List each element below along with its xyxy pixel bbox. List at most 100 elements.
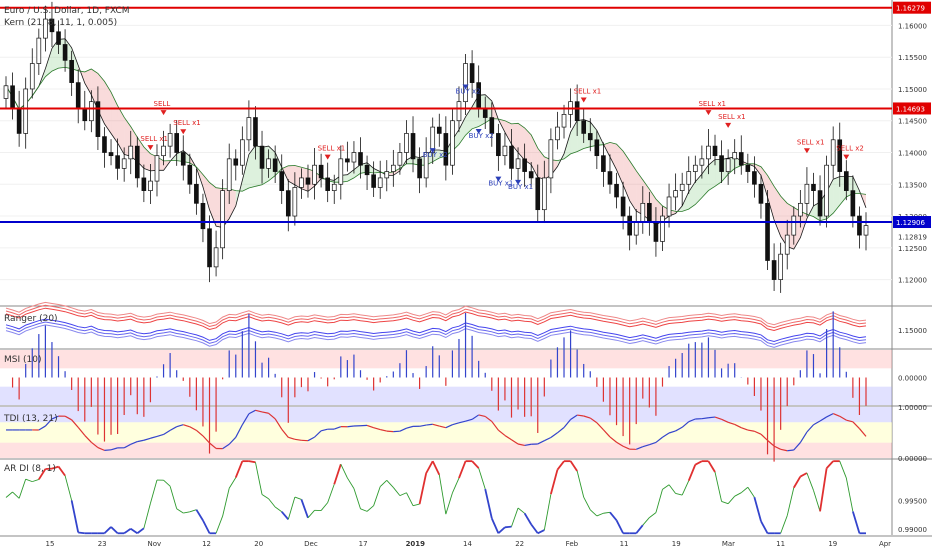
candle-body <box>43 18 48 39</box>
tdi-line-segment <box>439 425 446 429</box>
ardi-line-segment <box>603 511 611 514</box>
range-lower-line <box>5 321 867 345</box>
tdi-line-segment <box>563 419 572 428</box>
ardi-line-segment <box>406 492 414 506</box>
buy-arrow <box>515 179 522 185</box>
ardi-line-segment <box>38 468 47 480</box>
ardi-line-segment <box>110 526 119 534</box>
candle-body <box>23 88 29 134</box>
sell-signal-label: SELL x1 <box>718 113 746 121</box>
ardi-line-segment <box>681 480 690 496</box>
panel-ardi <box>0 460 892 535</box>
candle-body <box>174 133 180 153</box>
candle-body <box>522 158 527 172</box>
buy-signal-label: BUY x2 <box>469 132 494 140</box>
candle-body <box>489 117 495 134</box>
candle-body <box>548 139 554 179</box>
tdi-line-segment <box>858 428 867 437</box>
ardi-line-segment <box>176 508 184 514</box>
buy-signal-label: BUY x1 <box>508 183 533 191</box>
kern-band-segment <box>288 165 295 185</box>
ardi-line-segment <box>445 492 453 515</box>
tdi-line-segment <box>130 441 138 445</box>
x-tick-label: 11 <box>620 540 629 548</box>
candle-body <box>436 126 442 134</box>
tdi-line-segment <box>708 416 716 419</box>
tdi-line-segment <box>255 409 263 413</box>
tdi-line-segment <box>274 418 283 430</box>
tdi-line-segment <box>347 425 355 428</box>
tdi-line-segment <box>826 413 834 418</box>
tdi-line-segment <box>668 430 676 434</box>
tdi-line-segment <box>143 437 151 441</box>
tdi-line-segment <box>51 415 59 420</box>
x-tick-label: Dec <box>304 540 318 548</box>
kern-band-segment <box>248 145 256 189</box>
kern-band-segment <box>51 39 59 72</box>
candle-body <box>496 133 501 157</box>
candle-body <box>601 155 606 172</box>
candle-body <box>830 139 836 166</box>
tdi-line-segment <box>596 422 604 431</box>
buy-signal-label: BUY x2 <box>456 88 481 96</box>
price-tag-label: 1.16279 <box>896 5 925 13</box>
ardi-line-segment <box>813 490 821 512</box>
tdi-line-segment <box>497 429 506 436</box>
tdi-line-segment <box>832 413 840 417</box>
tdi-line-segment <box>235 424 243 438</box>
candle-body <box>752 171 757 185</box>
price-tag <box>893 102 931 115</box>
candle-body <box>528 171 534 179</box>
tdi-line-segment <box>681 421 690 428</box>
tdi-line-segment <box>176 424 184 428</box>
y-tick-label: 1.15000 <box>898 86 927 94</box>
ardi-line-segment <box>668 484 676 494</box>
buy-arrow <box>475 129 482 135</box>
tdi-line-segment <box>228 436 237 445</box>
ardi-line-segment <box>64 475 73 501</box>
y-tick-label: 0.99000 <box>898 526 927 534</box>
sell-arrow <box>160 110 167 116</box>
ardi-line-segment <box>136 527 145 534</box>
tdi-line-segment <box>334 426 342 430</box>
tdi-line-segment <box>491 421 499 431</box>
x-tick-label: Apr <box>879 540 891 548</box>
sell-signal-label: SELL x1 <box>698 100 726 108</box>
candle-body <box>187 164 193 185</box>
sell-arrow <box>580 97 587 103</box>
ardi-line-segment <box>458 460 467 479</box>
tdi-line-segment <box>320 428 328 432</box>
candle-body <box>706 145 711 160</box>
kern-band-segment <box>701 165 709 198</box>
ardi-line-segment <box>418 473 428 505</box>
candle-body <box>837 139 843 172</box>
tdi-line-segment <box>195 429 204 437</box>
ardi-line-segment <box>287 496 296 520</box>
candle-body <box>285 190 291 217</box>
y-tick-label: 0.00000 <box>898 375 927 383</box>
candle-body <box>345 158 350 163</box>
ardi-line-segment <box>32 478 39 483</box>
ardi-line-segment <box>478 467 486 490</box>
candle-body <box>312 164 317 185</box>
candle-body <box>292 187 298 217</box>
ardi-line-segment <box>760 520 769 534</box>
candle-body <box>515 158 521 169</box>
tdi-line-segment <box>123 443 132 449</box>
candle-body <box>364 164 370 176</box>
ardi-line-segment <box>320 502 329 511</box>
tdi-line-segment <box>583 415 591 419</box>
ardi-line-segment <box>753 496 762 522</box>
ardi-line-segment <box>471 460 480 469</box>
candle-body <box>272 158 278 172</box>
tdi-line-segment <box>458 420 466 424</box>
kern-band-segment <box>202 174 210 210</box>
candle-body <box>299 177 304 188</box>
range-lower-line <box>5 318 867 343</box>
candle-body <box>207 228 212 268</box>
candle-body <box>679 183 685 191</box>
kern-band-segment <box>760 166 768 197</box>
tdi-line-segment <box>202 435 210 444</box>
tdi-line-segment <box>793 442 801 451</box>
candle-body <box>240 139 245 166</box>
